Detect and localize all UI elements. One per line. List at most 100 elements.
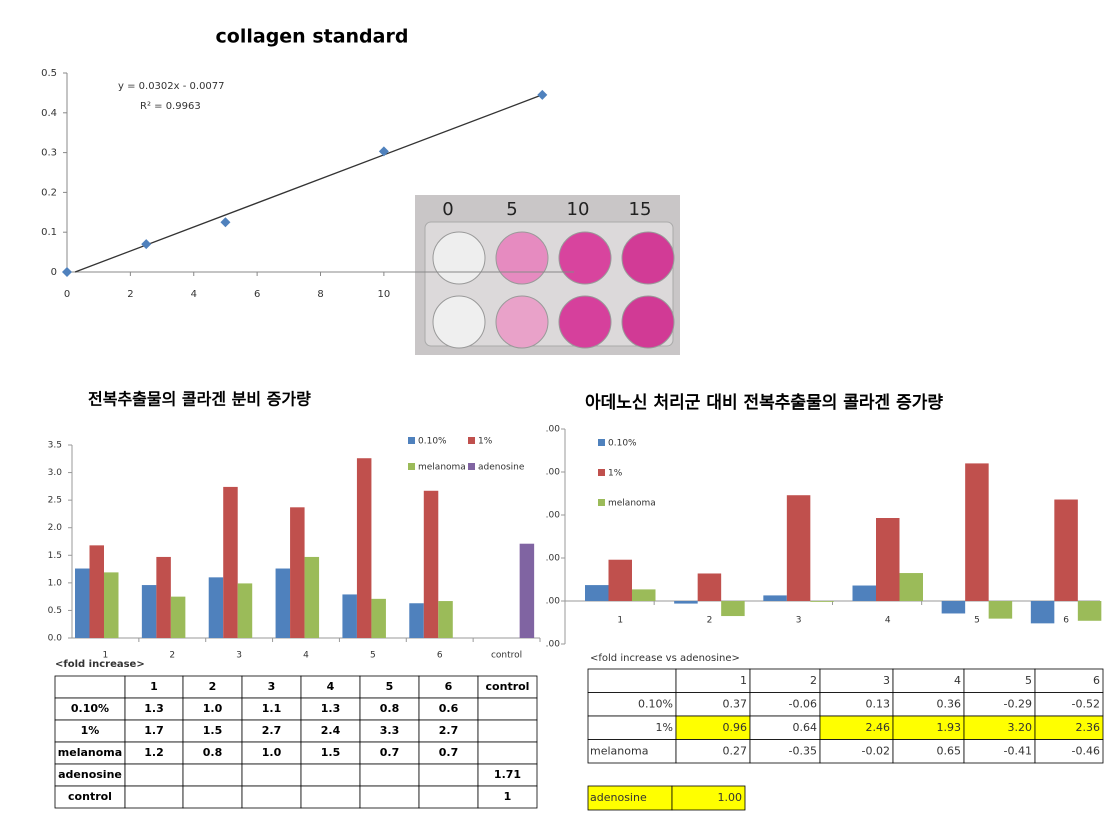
bar (104, 572, 119, 638)
well (432, 295, 486, 349)
table-cell (587, 668, 677, 693)
bar (1077, 601, 1102, 621)
photo-label: 10 (567, 199, 590, 220)
bar (608, 559, 632, 601)
table-cell (675, 668, 751, 693)
y-tick-label: 0.5 (48, 606, 62, 616)
table-cell-text: 1 (740, 674, 747, 687)
table-cell (477, 719, 538, 743)
y-tick-label: .00 (546, 597, 561, 607)
table-cell-text: 1% (81, 724, 100, 737)
y-tick-label: 3.5 (48, 441, 62, 451)
x-tick-label: 4 (303, 651, 309, 661)
table-cell-text: 1.71 (494, 768, 521, 781)
table-cell-text: 1% (656, 721, 673, 734)
table-cell-text: 0.10% (71, 702, 109, 715)
chart-title: 아데노신 처리군 대비 전복추출물의 콜라겐 증가량 (585, 393, 943, 413)
table-cell (1034, 739, 1104, 764)
bar (275, 568, 291, 638)
table-cell (54, 675, 126, 699)
bar (237, 583, 253, 638)
well (495, 231, 549, 285)
table-cell-text: -0.02 (862, 744, 890, 757)
x-tick-label: 6 (437, 651, 443, 661)
bar (208, 577, 224, 638)
table-cell (477, 785, 538, 809)
table-cell-text: 0.64 (793, 721, 818, 734)
table-cell-text: 0.7 (380, 746, 400, 759)
table-cell-text: 4 (954, 674, 961, 687)
bar (585, 585, 609, 601)
table-cell-text: 0.7 (439, 746, 459, 759)
data-point (141, 239, 152, 250)
legend-swatch (468, 437, 475, 444)
y-tick-label: 0.1 (41, 227, 57, 238)
table-cell-text: 6 (1093, 674, 1100, 687)
data-point (220, 217, 231, 228)
bar (697, 573, 722, 601)
well (432, 231, 486, 285)
table-cell-text: 2 (209, 680, 217, 693)
legend-swatch (408, 437, 415, 444)
table-cell-text: 1.7 (144, 724, 164, 737)
x-tick-label: 2 (169, 651, 175, 661)
table-cell-text: 1 (504, 790, 512, 803)
table-cell (182, 785, 243, 809)
x-tick-label: 4 (191, 289, 197, 300)
well (621, 231, 675, 285)
bar (141, 585, 157, 638)
y-tick-label: 0 (51, 267, 57, 278)
legend-label: 0.10% (418, 437, 447, 447)
table-cell-text: 2.46 (866, 721, 891, 734)
y-tick-label: 3.0 (48, 468, 63, 478)
table-cell-text: melanoma (58, 746, 122, 759)
table-cell (418, 785, 479, 809)
bar (941, 601, 966, 614)
r-squared: R² = 0.9963 (140, 101, 201, 112)
legend-label: melanoma (608, 499, 656, 509)
table-cell-text: 5 (386, 680, 394, 693)
legend-label: 1% (608, 469, 623, 479)
table-cell (241, 763, 302, 787)
bar (75, 568, 90, 638)
table-title: <fold increase vs adenosine> (590, 653, 740, 664)
y-tick-label: 0.0 (48, 634, 63, 644)
y-tick-label: 1.5 (48, 551, 62, 561)
x-tick-label: 5 (370, 651, 376, 661)
table-cell-text: 1.5 (203, 724, 223, 737)
table-cell (418, 763, 479, 787)
table-cell-text: 2.7 (439, 724, 459, 737)
bar (1030, 601, 1055, 624)
table-cell-text: 1 (150, 680, 158, 693)
chart-title: 전복추출물의 콜라겐 분비 증가량 (88, 390, 311, 409)
table-cell-text: 2.7 (262, 724, 282, 737)
photo-label: 0 (442, 199, 453, 220)
bar (519, 543, 535, 638)
table-cell-text: 1.3 (144, 702, 164, 715)
bar (304, 556, 320, 638)
x-tick-label: 3 (796, 616, 802, 626)
table-cell-text: control (68, 790, 112, 803)
table-cell-text: -0.41 (1004, 744, 1032, 757)
bar (721, 601, 745, 617)
well (495, 295, 549, 349)
x-tick-label: control (491, 651, 522, 661)
y-tick-label: .00 (546, 468, 561, 478)
bar (89, 545, 104, 638)
table-cell (241, 785, 302, 809)
bar (786, 495, 811, 601)
table: 1 2 3 4 5 6 0.10% 0.37 -0.06 0.13 0.36 -0.29 -0.52 1%… (587, 668, 1104, 764)
chart-title: collagen standard (216, 26, 409, 48)
table-cell-text: adenosine (58, 768, 122, 781)
x-tick-label: 6 (1063, 616, 1069, 626)
bar (438, 601, 453, 638)
data-point (537, 89, 548, 100)
x-tick-label: 6 (254, 289, 260, 300)
legend-label: adenosine (478, 463, 525, 473)
x-tick-label: 0 (64, 289, 70, 300)
table-cell-text: -0.46 (1072, 744, 1100, 757)
legend-label: melanoma (418, 463, 466, 473)
table-title: <fold increase> (55, 659, 145, 670)
table-cell-text: -0.29 (1004, 697, 1032, 710)
